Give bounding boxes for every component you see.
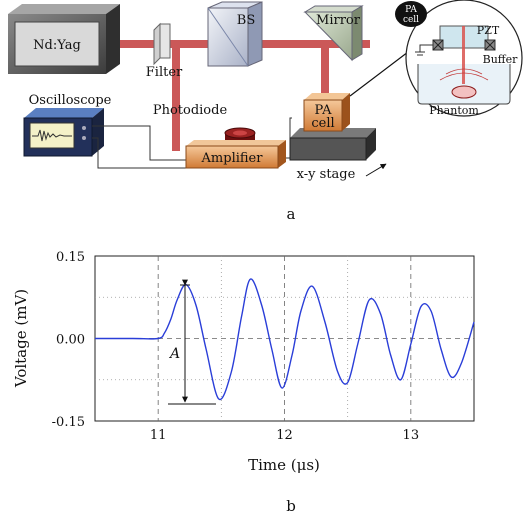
stage-label: x-y stage (297, 167, 356, 182)
pa-cell-inset: PZT Buffer Phantom PA cell (395, 0, 523, 117)
inset-pointer (349, 51, 409, 97)
inset-pzt-label: PZT (477, 24, 500, 37)
bs-label: BS (237, 13, 255, 28)
y-tick-label: 0.00 (56, 333, 85, 348)
filter-plate: Filter (146, 22, 183, 80)
x-tick-label: 11 (150, 428, 167, 443)
xy-stage: x-y stage (289, 128, 387, 182)
y-tick-label: 0.15 (56, 250, 85, 265)
panel-label-b: b (286, 497, 296, 515)
amplitude-label: A (168, 346, 180, 362)
x-tick-label: 13 (403, 428, 420, 443)
y-axis-title: Voltage (mV) (12, 289, 30, 388)
inset-badge-line1: PA (405, 5, 417, 15)
inset-buffer-label: Buffer (483, 53, 518, 66)
y-tick-label: -0.15 (52, 415, 85, 430)
setup-diagram: Nd:Yag Filter BS Mirror Photodiode (8, 0, 523, 223)
inset-badge-line2: cell (403, 15, 419, 25)
pa-cell-line2: cell (311, 116, 334, 131)
waveform-chart: 11 12 13 0.15 0.00 -0.15 A Time (μs) Voltage … (12, 250, 475, 515)
oscilloscope: Oscilloscope (23, 93, 112, 157)
panel-label-a: a (287, 205, 296, 223)
inset-phantom-label: Phantom (429, 104, 479, 117)
laser-box: Nd:Yag (8, 4, 120, 74)
photodiode-label: Photodiode (153, 103, 228, 118)
x-axis-title: Time (μs) (248, 456, 320, 474)
laser-label: Nd:Yag (33, 38, 81, 53)
oscilloscope-label: Oscilloscope (29, 93, 112, 108)
beam-splitter-cube: BS (207, 1, 263, 67)
amplifier: Amplifier (185, 140, 286, 169)
pa-cell-line1: PA (315, 103, 333, 118)
pa-cell: PA cell (303, 93, 350, 132)
filter-label: Filter (146, 65, 183, 80)
x-tick-label: 12 (276, 428, 293, 443)
mirror-prism: Mirror (303, 5, 364, 62)
mirror-label: Mirror (316, 13, 361, 28)
voltage-series-line (95, 278, 475, 401)
amplifier-label: Amplifier (201, 151, 264, 166)
ticks: 11 12 13 0.15 0.00 -0.15 (52, 250, 419, 443)
